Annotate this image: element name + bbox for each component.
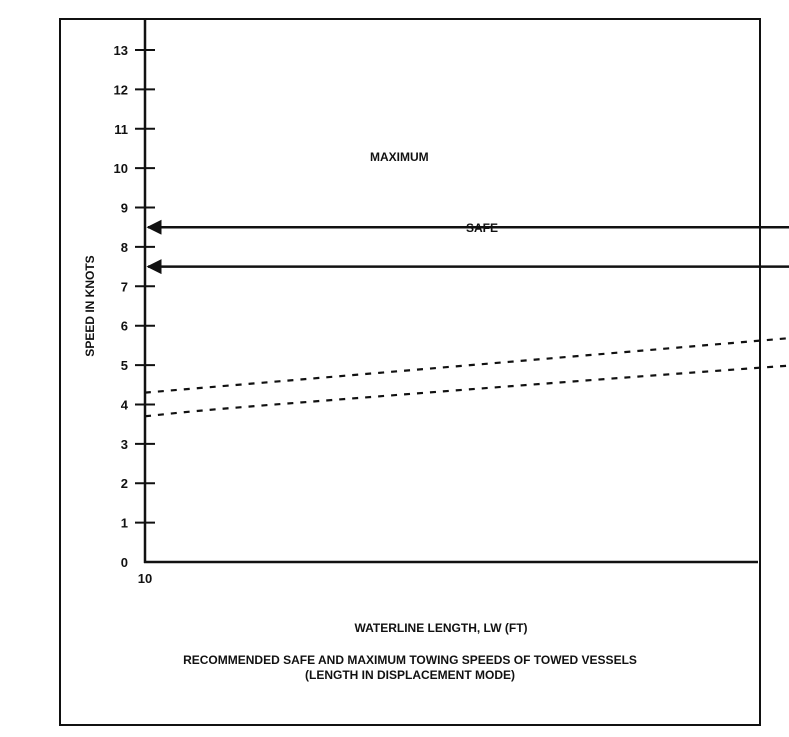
annotation-layer [146, 219, 789, 275]
y-tick-label: 9 [121, 201, 128, 216]
chart-frame [59, 18, 761, 726]
series-label-safe: SAFE [466, 221, 498, 235]
y-tick-label: 7 [121, 279, 128, 294]
y-tick-label: 4 [121, 397, 129, 412]
axes: 012345678910111213102030405060708090100 [114, 18, 758, 586]
series-line-safe [144, 364, 789, 418]
y-axis-label: SPEED IN KNOTS [83, 255, 97, 356]
x-axis-label: WATERLINE LENGTH, LW (FT) [354, 621, 527, 635]
series-line-maximum [144, 337, 789, 394]
chart-title: RECOMMENDED SAFE AND MAXIMUM TOWING SPEE… [183, 653, 637, 667]
y-tick-label: 2 [121, 476, 128, 491]
y-tick-label: 13 [114, 43, 128, 58]
y-tick-label: 8 [121, 240, 128, 255]
y-tick-label: 6 [121, 319, 128, 334]
y-tick-label: 10 [114, 161, 128, 176]
chart-subtitle: (LENGTH IN DISPLACEMENT MODE) [305, 668, 515, 682]
series-label-maximum: MAXIMUM [370, 150, 429, 164]
y-tick-label: 0 [121, 555, 128, 570]
y-tick-label: 12 [114, 82, 128, 97]
y-tick-label: 5 [121, 358, 128, 373]
y-tick-label: 3 [121, 437, 128, 452]
y-tick-label: 11 [114, 122, 128, 137]
y-tick-label: 1 [121, 516, 128, 531]
x-tick-label: 10 [138, 571, 152, 586]
